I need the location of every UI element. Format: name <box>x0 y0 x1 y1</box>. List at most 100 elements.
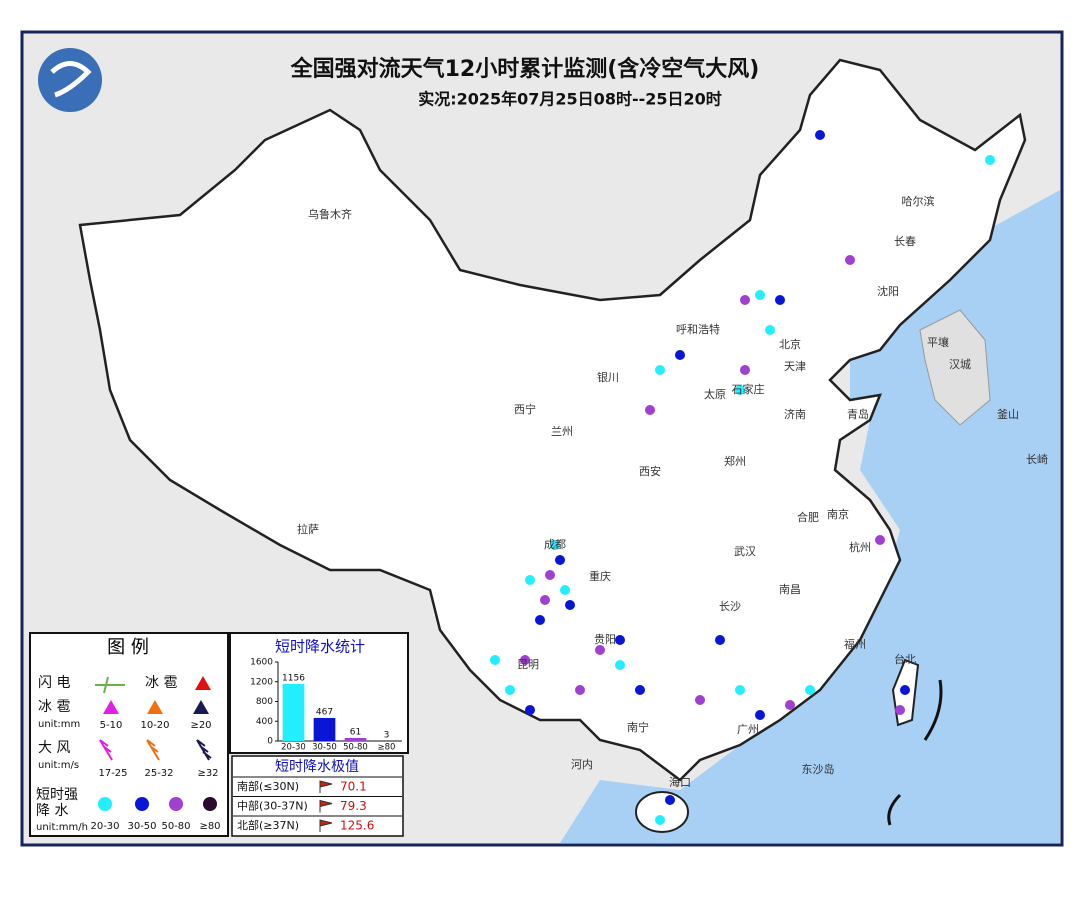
value-label: 467 <box>316 707 333 717</box>
city-label: 郑州 <box>724 454 746 468</box>
legend-label: 冰 雹 <box>145 675 177 691</box>
city-label: 南京 <box>827 507 849 521</box>
city-label: 太原 <box>704 388 726 401</box>
rain-dot <box>565 600 575 610</box>
rain-dot <box>875 535 885 545</box>
rain-dot <box>740 295 750 305</box>
bar <box>345 738 367 741</box>
city-label: 重庆 <box>589 569 611 583</box>
city-label: 兰州 <box>551 425 573 438</box>
bar <box>314 718 336 741</box>
legend-level: 25-32 <box>144 768 173 779</box>
city-label: 杭州 <box>849 540 871 554</box>
rain-dot <box>505 685 515 695</box>
rain-dot <box>535 615 545 625</box>
city-label: 釜山 <box>997 407 1019 421</box>
rain-dot <box>665 795 675 805</box>
city-label: 福州 <box>844 637 866 651</box>
legend-level: 50-80 <box>161 821 190 832</box>
y-tick-label: 1600 <box>250 658 273 668</box>
region: 中部(30-37N) <box>237 799 308 813</box>
rain-dot <box>655 815 665 825</box>
rain-symbol <box>203 797 217 811</box>
city-label: 长崎 <box>1026 452 1048 466</box>
city-label: 武汉 <box>734 545 756 558</box>
legend-unit: unit:mm <box>38 719 80 730</box>
rain-dot <box>575 685 585 695</box>
city-label: 南宁 <box>627 720 649 734</box>
rain-dot <box>740 365 750 375</box>
rain-dot <box>645 405 655 415</box>
subtitle: 实况:2025年07月25日08时--25日20时 <box>418 90 722 109</box>
rain-dot <box>985 155 995 165</box>
city-label: 汉城 <box>949 358 971 371</box>
region: 北部(≥37N) <box>237 818 299 832</box>
rain-dot <box>545 570 555 580</box>
legend-label: 大 风 <box>38 740 70 756</box>
city-label: 呼和浩特 <box>676 322 720 336</box>
rain-dot <box>615 635 625 645</box>
rain-dot <box>560 585 570 595</box>
logo <box>38 48 102 112</box>
value-label: 1156 <box>282 673 305 683</box>
legend-level: ≥20 <box>190 720 211 731</box>
legend-level: ≥80 <box>199 821 220 832</box>
extreme-value: 79.3 <box>340 799 367 813</box>
value-label: 3 <box>384 730 390 740</box>
rain-dot <box>615 660 625 670</box>
legend-label: 短时强 <box>36 787 78 803</box>
rain-dot <box>755 710 765 720</box>
city-label: 哈尔滨 <box>902 194 935 208</box>
x-tick-label: 30-50 <box>312 743 337 753</box>
legend-level: 20-30 <box>90 821 119 832</box>
rain-dot <box>525 705 535 715</box>
city-label: 平壤 <box>927 335 949 349</box>
rain-dot <box>595 645 605 655</box>
rain-dot <box>845 255 855 265</box>
legend-level: 5-10 <box>100 720 123 731</box>
legend-unit: unit:mm/h <box>36 822 88 833</box>
city-label: 长春 <box>894 235 916 248</box>
rain-dot <box>765 325 775 335</box>
rain-dot <box>735 685 745 695</box>
logo-circle <box>38 48 102 112</box>
city-label: 沈阳 <box>877 284 899 298</box>
city-label: 青岛 <box>847 407 869 421</box>
rain-dot <box>805 685 815 695</box>
city-label: 天津 <box>784 360 806 373</box>
city-label: 拉萨 <box>297 522 319 536</box>
rain-dot <box>900 685 910 695</box>
city-label: 合肥 <box>797 510 819 524</box>
x-tick-label: 50-80 <box>343 743 368 753</box>
legend-level: 17-25 <box>98 768 127 779</box>
rain-symbol <box>98 797 112 811</box>
hainan <box>636 792 688 832</box>
rain-dot <box>675 350 685 360</box>
y-tick-label: 1200 <box>250 677 273 687</box>
y-tick-label: 800 <box>256 697 273 707</box>
city-label: 西宁 <box>514 402 536 416</box>
city-label: 济南 <box>784 407 806 421</box>
x-tick-label: ≥80 <box>378 743 396 753</box>
rain-dot <box>555 555 565 565</box>
bar <box>283 684 305 741</box>
rain-dot <box>635 685 645 695</box>
y-tick-label: 0 <box>267 737 273 747</box>
city-label: 广州 <box>737 723 759 736</box>
stats-title: 短时降水统计 <box>275 638 365 656</box>
rain-symbol <box>135 797 149 811</box>
legend-unit: unit:m/s <box>38 760 79 771</box>
rain-dot <box>695 695 705 705</box>
rain-dot <box>775 295 785 305</box>
y-tick-label: 400 <box>256 717 273 727</box>
city-label: 长沙 <box>719 600 741 613</box>
title: 全国强对流天气12小时累计监测(含冷空气大风) <box>290 56 760 82</box>
rain-dot <box>540 595 550 605</box>
city-label: 贵阳 <box>594 633 616 646</box>
legend-title: 图 例 <box>107 637 149 658</box>
region: 南部(≤30N) <box>237 779 299 793</box>
legend-level: 30-50 <box>127 821 156 832</box>
rain-dot <box>895 705 905 715</box>
